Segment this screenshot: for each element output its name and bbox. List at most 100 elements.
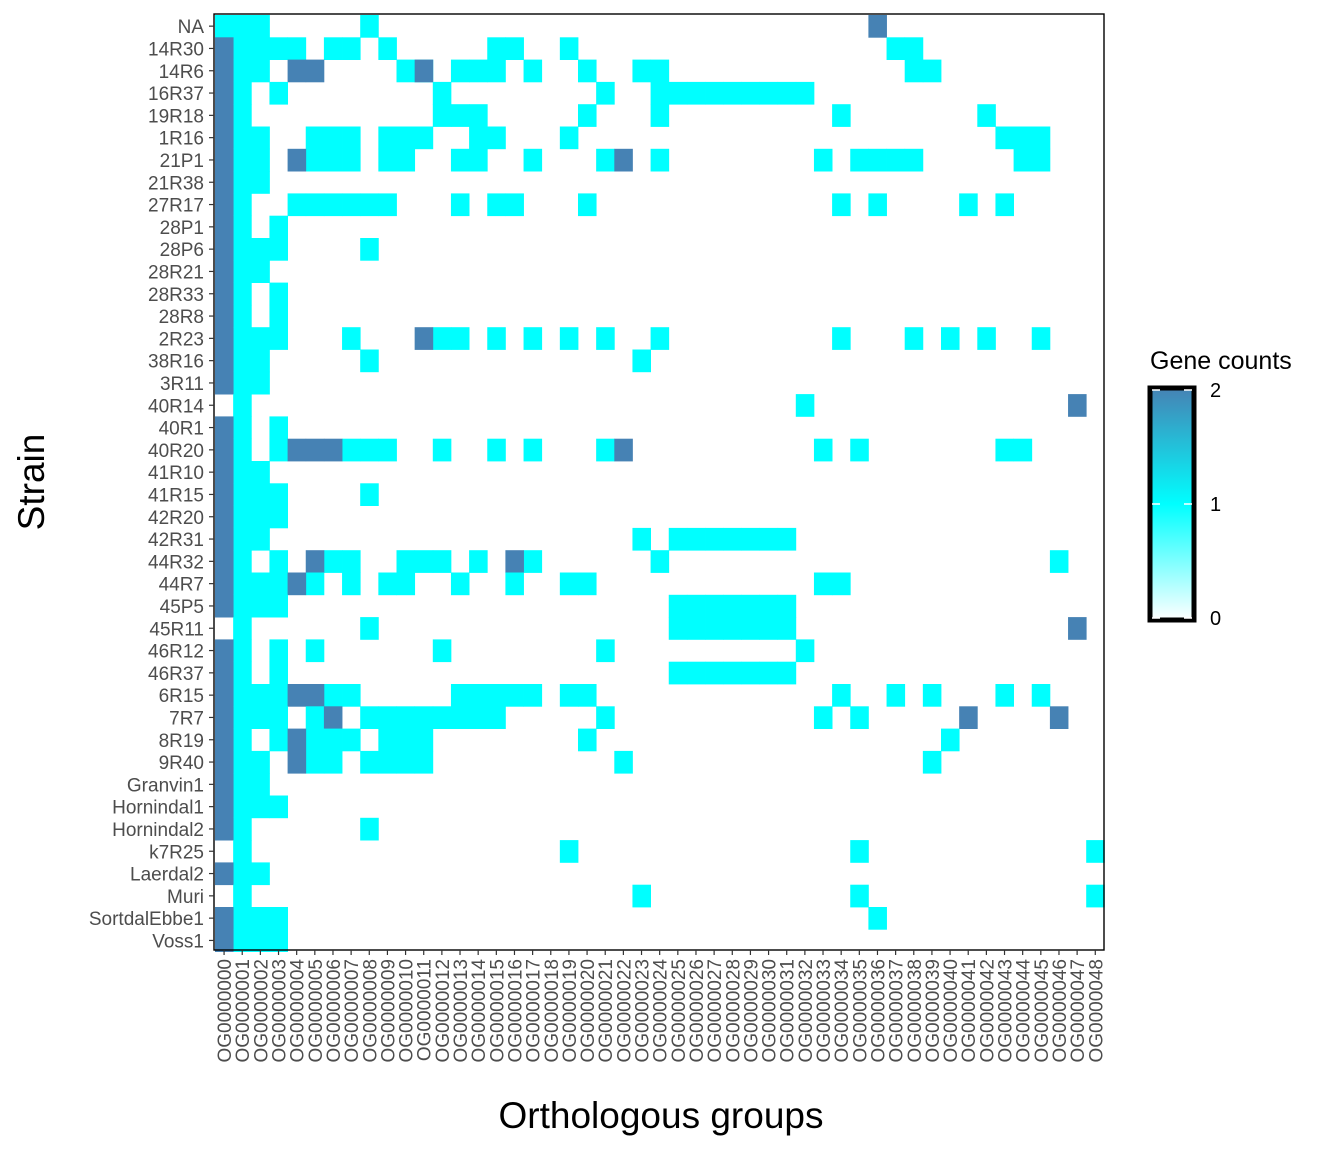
heatmap-cell: [342, 550, 361, 573]
heatmap-cell: [469, 148, 488, 172]
heatmap-cell: [668, 594, 688, 618]
heatmap-cell: [650, 81, 670, 105]
heatmap-cell: [233, 37, 252, 60]
heatmap-cell: [342, 148, 361, 172]
heatmap-cell: [450, 148, 470, 172]
heatmap-cell: [414, 59, 434, 83]
x-tick-label: OG0000041: [959, 959, 980, 1063]
heatmap-cell: [269, 639, 288, 663]
heatmap-cell: [850, 884, 869, 908]
heatmap-cell: [378, 706, 397, 729]
heatmap-cell: [414, 126, 434, 150]
y-tick-label: 45R11: [149, 619, 204, 640]
heatmap-cell: [233, 572, 252, 596]
legend-tick-label: 1: [1210, 494, 1221, 516]
y-tick-label: 19R18: [148, 106, 204, 127]
heatmap-cell: [414, 327, 434, 350]
heatmap-cell: [233, 193, 252, 217]
heatmap-cell: [1031, 327, 1051, 350]
heatmap-cell: [323, 126, 343, 150]
y-tick-label: 3R11: [160, 374, 204, 395]
y-tick-label: 28R21: [148, 262, 204, 283]
heatmap-cell: [832, 572, 851, 596]
heatmap-cell: [215, 215, 234, 239]
heatmap-cell: [450, 104, 470, 127]
heatmap-cell: [251, 505, 270, 529]
heatmap-cell: [215, 81, 234, 105]
heatmap-cell: [323, 438, 343, 462]
heatmap-cell: [977, 104, 996, 127]
heatmap-cell: [305, 750, 325, 774]
heatmap-cell: [922, 684, 942, 707]
heatmap-cell: [251, 171, 270, 194]
heatmap-cell: [215, 750, 234, 774]
y-tick-label: 40R1: [159, 419, 204, 440]
heatmap-cell: [269, 483, 288, 506]
x-tick-label: OG0000038: [905, 959, 926, 1063]
heatmap-cell: [723, 527, 742, 551]
heatmap-cell: [1049, 550, 1069, 573]
y-tick-label: 46R37: [148, 664, 204, 685]
heatmap-cell: [305, 438, 325, 462]
heatmap-cell: [596, 81, 615, 105]
y-tick-label: 1R16: [159, 129, 204, 150]
heatmap-cell: [287, 37, 307, 60]
heatmap-cell: [941, 327, 960, 350]
heatmap-cell: [396, 550, 416, 573]
x-tick-label: OG0000040: [941, 959, 962, 1063]
heatmap-cell: [596, 706, 615, 729]
heatmap-cell: [287, 438, 307, 462]
heatmap-cell: [559, 684, 579, 707]
x-tick-label: OG0000033: [814, 959, 835, 1063]
heatmap-cell: [233, 639, 252, 663]
y-tick-label: 2R23: [159, 329, 204, 350]
plot-panel-border: [213, 13, 1105, 951]
heatmap-cell: [269, 416, 288, 440]
heatmap-cell: [233, 550, 252, 573]
heatmap-cell: [269, 795, 288, 819]
heatmap-cell: [559, 572, 579, 596]
heatmap-cell: [523, 550, 543, 573]
x-tick-label: OG0000037: [887, 959, 908, 1063]
x-tick-label: OG0000042: [977, 959, 998, 1063]
y-tick-label: 40R14: [148, 396, 204, 417]
heatmap-cell: [233, 438, 252, 462]
y-tick-label: 45P5: [160, 597, 204, 618]
heatmap-cell: [215, 282, 234, 306]
x-tick-label: OG0000046: [1050, 959, 1071, 1063]
x-tick-label: OG0000039: [923, 959, 944, 1063]
heatmap-cell: [215, 594, 234, 618]
x-tick-label: OG0000003: [270, 959, 291, 1063]
heatmap-cell: [251, 126, 270, 150]
heatmap-cell: [269, 572, 288, 596]
heatmap-cell: [251, 15, 270, 38]
heatmap-cell: [215, 862, 234, 886]
heatmap-cell: [432, 550, 452, 573]
heatmap-cell: [523, 148, 543, 172]
heatmap-cell: [360, 349, 379, 373]
heatmap-cell: [414, 706, 434, 729]
heatmap-cell: [759, 81, 779, 105]
x-tick-label: OG0000024: [651, 959, 672, 1063]
y-tick-label: 8R19: [159, 731, 204, 752]
heatmap-cell: [432, 639, 452, 663]
heatmap-cell: [396, 728, 416, 752]
heatmap-cell: [632, 884, 651, 908]
heatmap-cell: [650, 148, 670, 172]
heatmap-cell: [668, 527, 688, 551]
heatmap-cell: [233, 594, 252, 618]
heatmap-cell: [305, 59, 325, 83]
heatmap-cell: [251, 572, 270, 596]
heatmap-cell: [342, 572, 361, 596]
heatmap-cell: [614, 148, 633, 172]
x-tick-label: OG0000022: [614, 959, 635, 1063]
heatmap-cell: [450, 572, 470, 596]
heatmap-cell: [487, 438, 506, 462]
heatmap-cell: [487, 126, 506, 150]
heatmap-cell: [995, 684, 1014, 707]
x-tick-label: OG0000005: [306, 959, 327, 1063]
x-tick-label: OG0000011: [415, 959, 436, 1061]
heatmap-cell: [233, 617, 252, 640]
heatmap-cell: [305, 193, 325, 217]
heatmap-cell: [215, 639, 234, 663]
